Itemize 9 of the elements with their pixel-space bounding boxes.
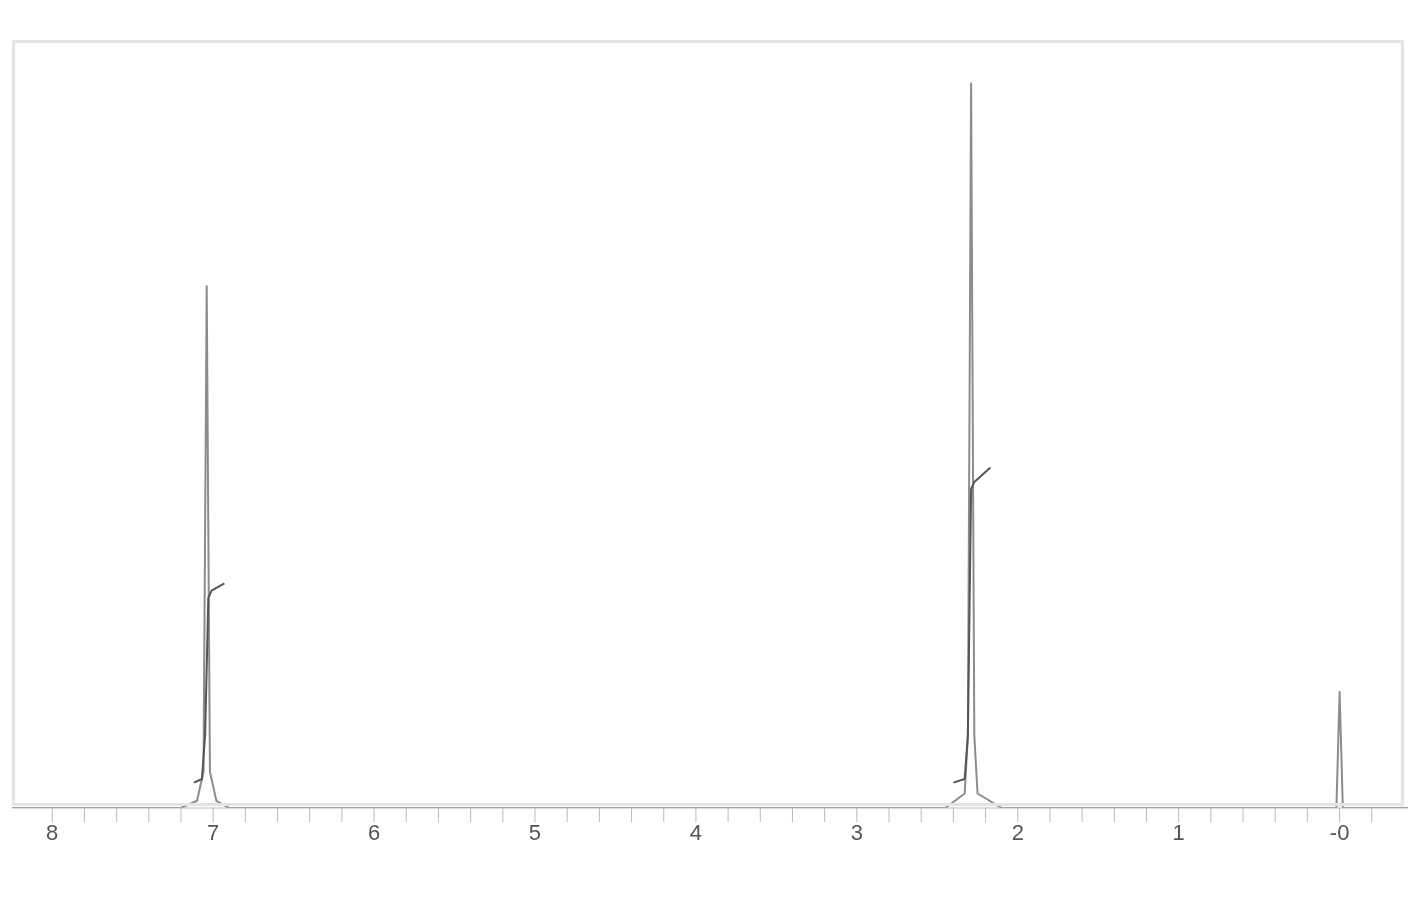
x-tick-label: 8	[46, 819, 59, 845]
x-tick-label: 5	[528, 819, 542, 845]
x-tick-label: 6	[367, 819, 381, 845]
x-tick-label: 1	[1172, 819, 1185, 845]
x-tick-label: -0	[1329, 819, 1350, 845]
x-tick-label: 4	[689, 819, 703, 845]
x-tick-label: 3	[850, 819, 863, 845]
x-tick-label: 7	[207, 819, 220, 845]
x-tick-label: 2	[1011, 819, 1024, 845]
